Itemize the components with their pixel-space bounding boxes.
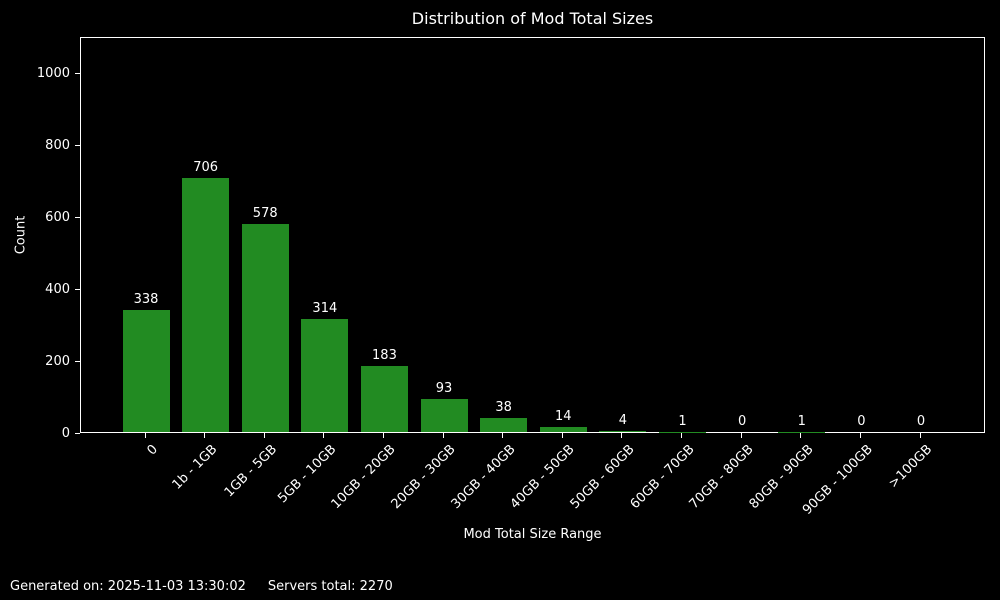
bar <box>539 426 587 432</box>
footer-generated-timestamp: Generated on: 2025-11-03 13:30:02 <box>10 579 246 594</box>
bar-value-label: 338 <box>133 292 159 308</box>
bar <box>182 177 230 432</box>
y-tick-mark <box>75 432 80 434</box>
x-tick-mark <box>502 433 504 438</box>
bar-value-label: 93 <box>435 380 453 396</box>
x-tick-label-text: 0 <box>144 442 161 459</box>
bar <box>360 366 408 432</box>
bar-value-label: 0 <box>738 414 747 429</box>
x-tick-label-text: 5GB - 10GB <box>275 442 340 507</box>
x-tick-mark <box>204 433 206 438</box>
bar <box>301 318 349 432</box>
y-tick-mark <box>75 360 80 362</box>
bar-value-label: 14 <box>555 408 572 424</box>
x-tick-mark <box>382 433 384 438</box>
footer-servers-total: Servers total: 2270 <box>267 579 393 594</box>
y-tick-mark <box>75 288 80 290</box>
y-tick-label: 800 <box>45 137 70 153</box>
x-tick-label-text: 1b - 1GB <box>169 442 221 493</box>
x-axis-label: Mod Total Size Range <box>463 527 602 542</box>
plot-area: 338 706 578 314 183 93 38 14 4 1 0 1 0 0 <box>80 37 985 433</box>
x-tick-mark <box>621 433 623 438</box>
x-tick-mark <box>144 433 146 438</box>
y-tick-label: 200 <box>45 353 70 369</box>
x-tick-label-text: 1GB - 5GB <box>221 442 280 501</box>
x-tick-mark <box>263 433 265 438</box>
bar <box>241 223 289 432</box>
bar <box>480 418 528 432</box>
bar-value-label: 0 <box>857 414 866 429</box>
bar <box>599 430 647 432</box>
x-tick-label-text: >100GB <box>886 442 936 492</box>
x-tick-mark <box>919 433 921 438</box>
x-tick-mark <box>740 433 742 438</box>
y-tick-label: 600 <box>45 209 70 225</box>
x-tick-mark <box>800 433 802 438</box>
bar-value-label: 4 <box>618 412 628 428</box>
bar <box>122 310 170 432</box>
chart-title: Distribution of Mod Total Sizes <box>411 9 654 28</box>
y-tick-mark <box>75 72 80 74</box>
bar-value-label: 183 <box>372 348 397 364</box>
x-tick-mark <box>681 433 683 438</box>
y-tick-mark <box>75 144 80 146</box>
bar-value-label: 578 <box>252 205 278 221</box>
x-tick-mark <box>859 433 861 438</box>
bar-value-label: 706 <box>193 159 219 175</box>
y-tick-label: 400 <box>45 281 70 297</box>
bar-value-label: 314 <box>312 300 338 316</box>
footer: Generated on: 2025-11-03 13:30:02 Servers… <box>10 579 393 594</box>
bar-value-label: 38 <box>495 400 512 416</box>
bar-value-label: 1 <box>797 413 806 429</box>
x-tick-mark <box>323 433 325 438</box>
bar <box>420 398 468 432</box>
x-tick-mark <box>561 433 563 438</box>
y-tick-mark <box>75 216 80 218</box>
y-tick-label: 0 <box>61 425 70 441</box>
bar-value-label: 0 <box>916 414 926 429</box>
bar-value-label: 1 <box>678 413 687 429</box>
x-tick-mark <box>442 433 444 438</box>
y-tick-label: 1000 <box>36 65 70 81</box>
